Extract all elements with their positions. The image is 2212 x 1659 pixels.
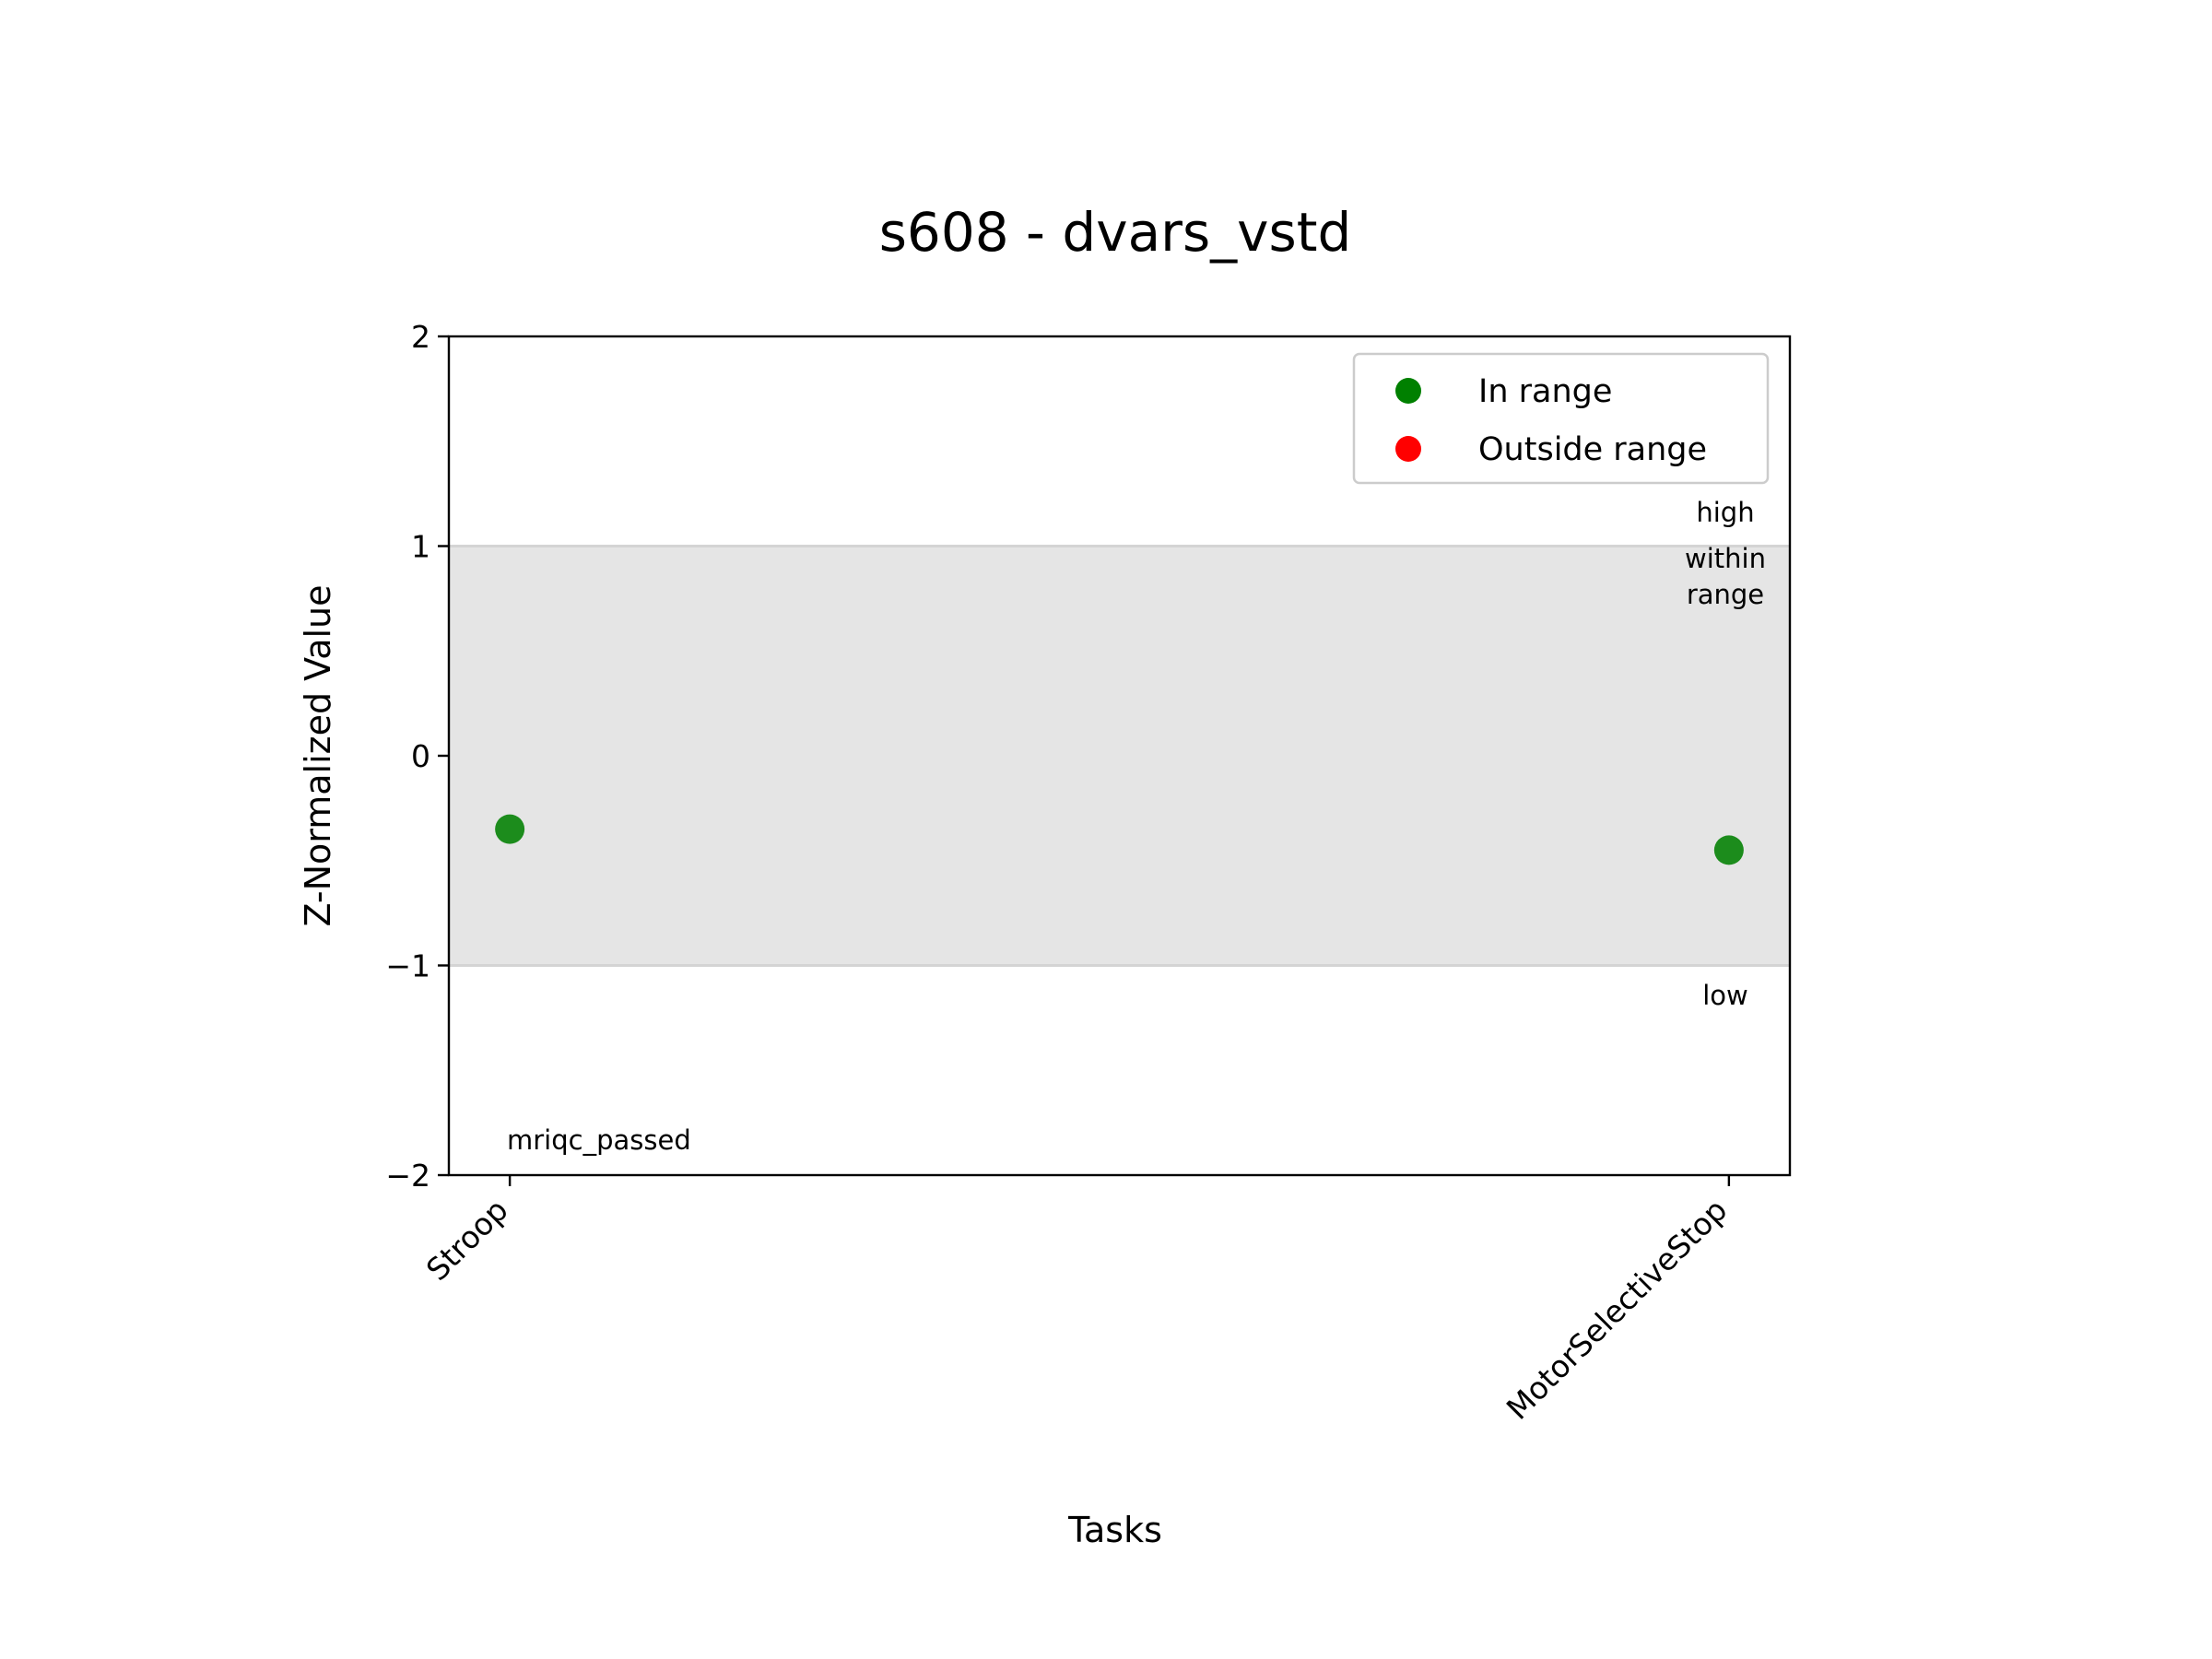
data-point [495, 814, 525, 844]
legend-frame [1352, 352, 1770, 485]
y-tick-label: −2 [385, 1158, 430, 1194]
note-mriqc-passed: mriqc_passed [507, 1124, 691, 1156]
x-tick-label: Stroop [419, 1192, 515, 1288]
legend-label-outside-range: Outside range [1478, 431, 1707, 468]
within-range-band [449, 546, 1790, 966]
x-tick-label: MotorSelectiveStop [1500, 1192, 1735, 1427]
legend-marker-outside-range [1395, 436, 1421, 462]
band-label-range: range [1687, 579, 1764, 610]
y-tick-label: 2 [411, 319, 430, 355]
band-label-within: within [1685, 543, 1766, 574]
y-axis-label: Z-Normalized Value [298, 584, 338, 926]
band-label-low: low [1702, 980, 1748, 1011]
y-tick-label: 0 [411, 738, 430, 774]
legend-label-in-range: In range [1478, 373, 1612, 410]
legend: In range Outside range [1352, 352, 1770, 485]
legend-marker-in-range [1395, 378, 1421, 404]
data-point [1713, 835, 1744, 865]
y-tick-label: 1 [411, 529, 430, 565]
x-axis-label: Tasks [1067, 1510, 1162, 1550]
band-label-high: high [1696, 497, 1754, 528]
y-tick-label: −1 [385, 948, 430, 984]
chart-title: s608 - dvars_vstd [879, 201, 1352, 264]
